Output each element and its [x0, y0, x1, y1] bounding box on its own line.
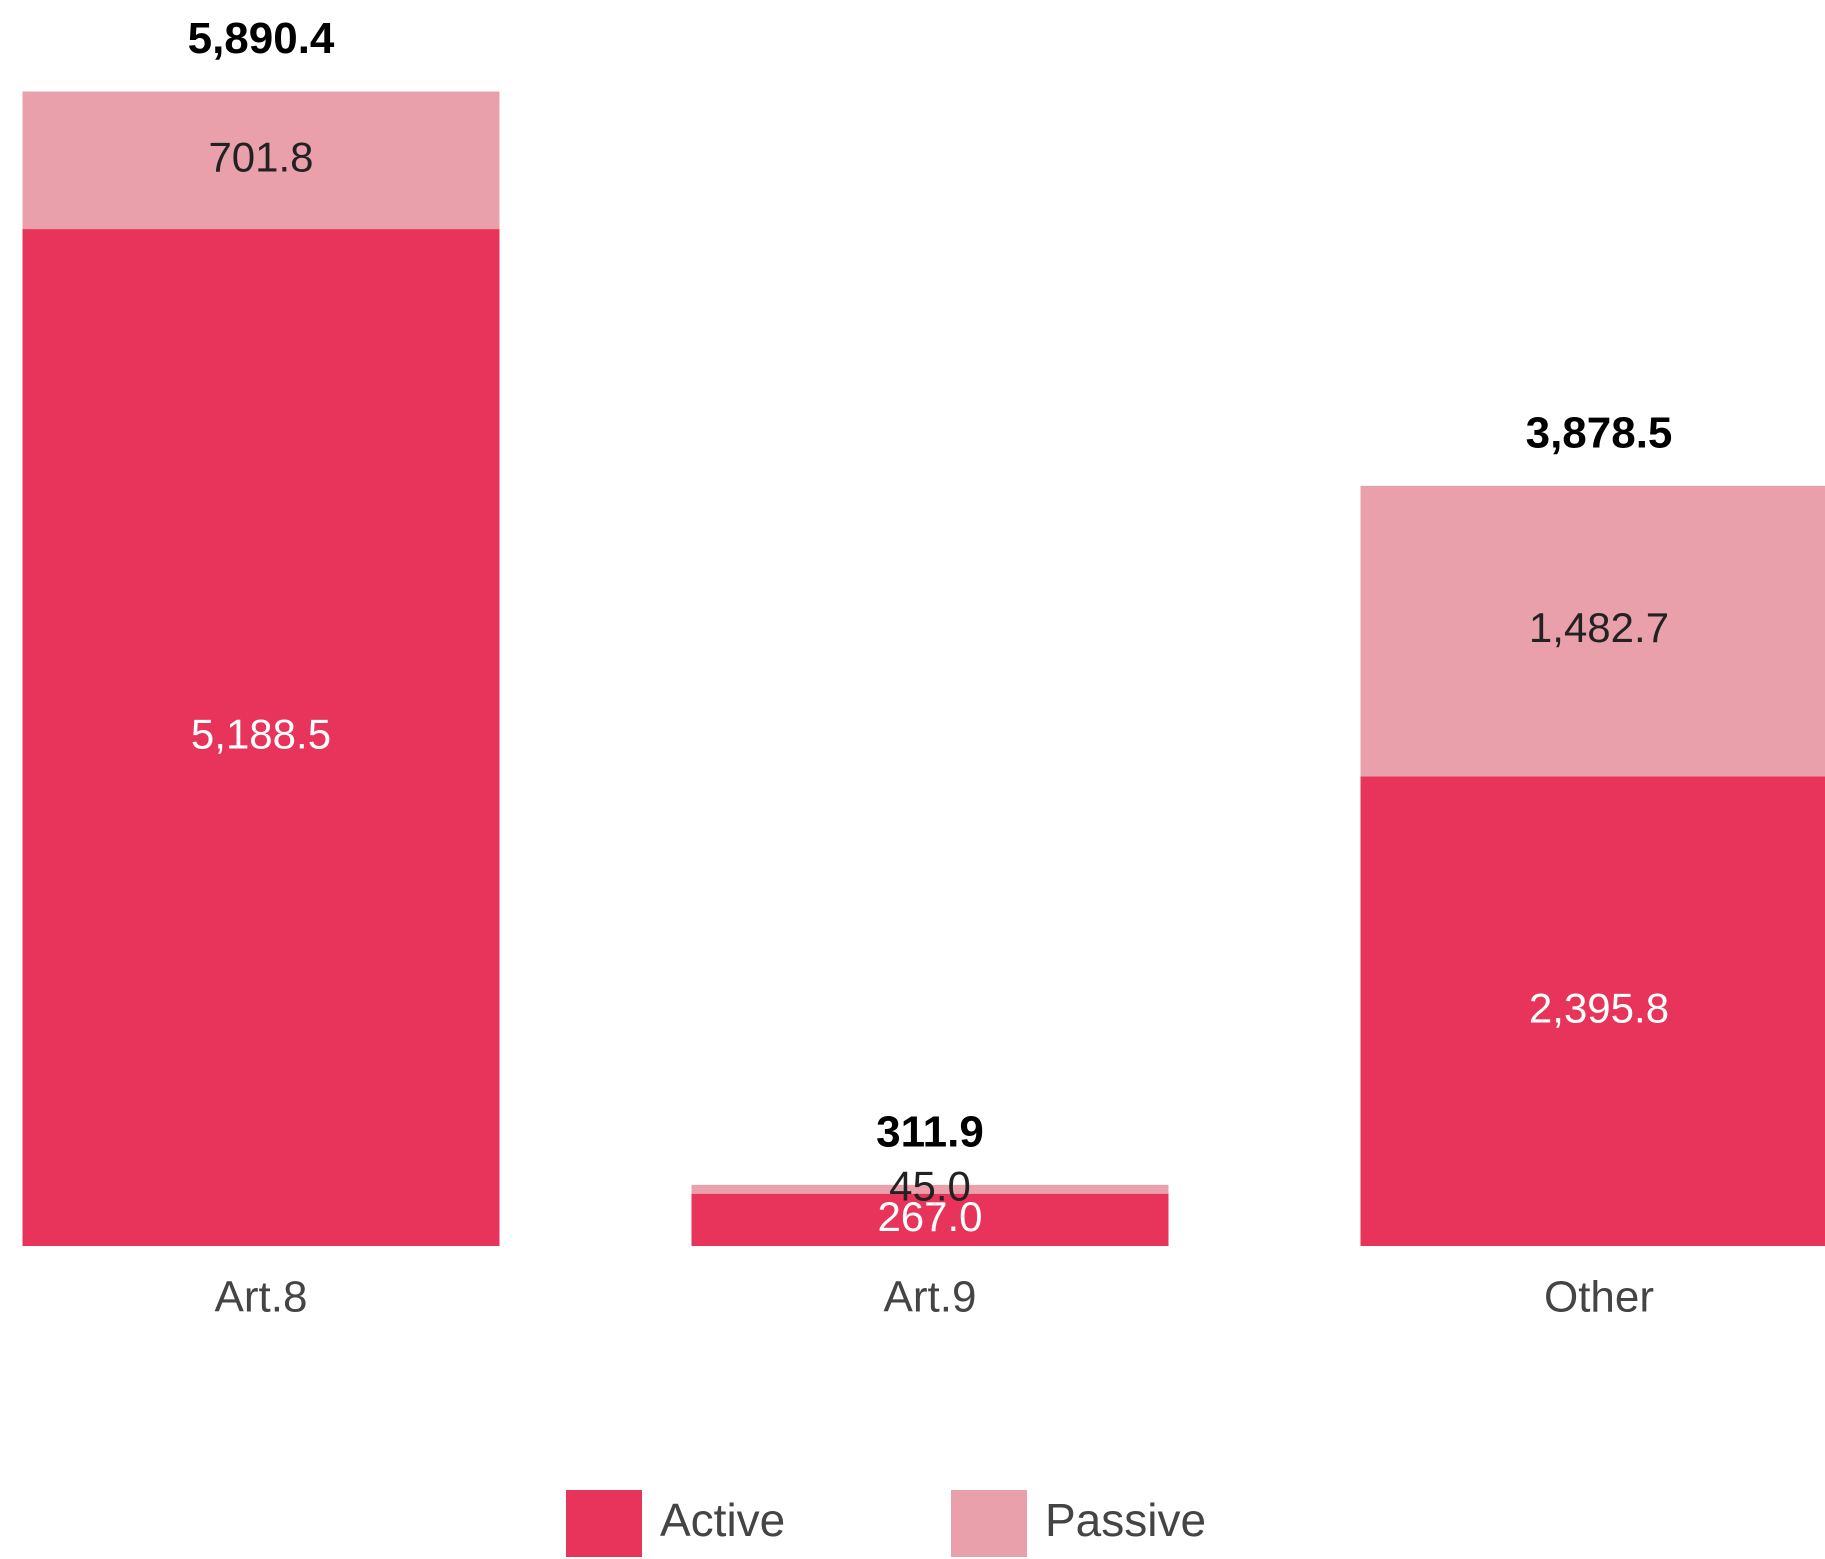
- legend-label: Passive: [1045, 1494, 1206, 1546]
- value-label: 267.0: [877, 1193, 982, 1240]
- x-tick-label: Art.9: [884, 1273, 977, 1322]
- value-label: 701.8: [208, 133, 313, 180]
- value-label: 1,482.7: [1529, 604, 1669, 651]
- x-tick-label: Other: [1544, 1273, 1654, 1322]
- bar-segment: [1360, 485, 1825, 777]
- legend-swatch: [951, 1490, 1027, 1557]
- bar-segment: [22, 91, 500, 230]
- bar-segment: [1360, 776, 1825, 1246]
- legend-swatch: [566, 1490, 642, 1557]
- value-label: 5,188.5: [191, 711, 331, 758]
- x-tick-label: Art.8: [215, 1273, 308, 1322]
- bar-segment: [22, 229, 500, 1246]
- legend-label: Active: [660, 1494, 785, 1546]
- total-label: 311.9: [876, 1107, 984, 1156]
- total-label: 3,878.5: [1526, 408, 1673, 457]
- bar-segment: [691, 1184, 1169, 1194]
- value-label: 45.0: [889, 1162, 971, 1209]
- value-label: 2,395.8: [1529, 984, 1669, 1031]
- bar-segment: [691, 1193, 1169, 1246]
- total-label: 5,890.4: [188, 14, 335, 63]
